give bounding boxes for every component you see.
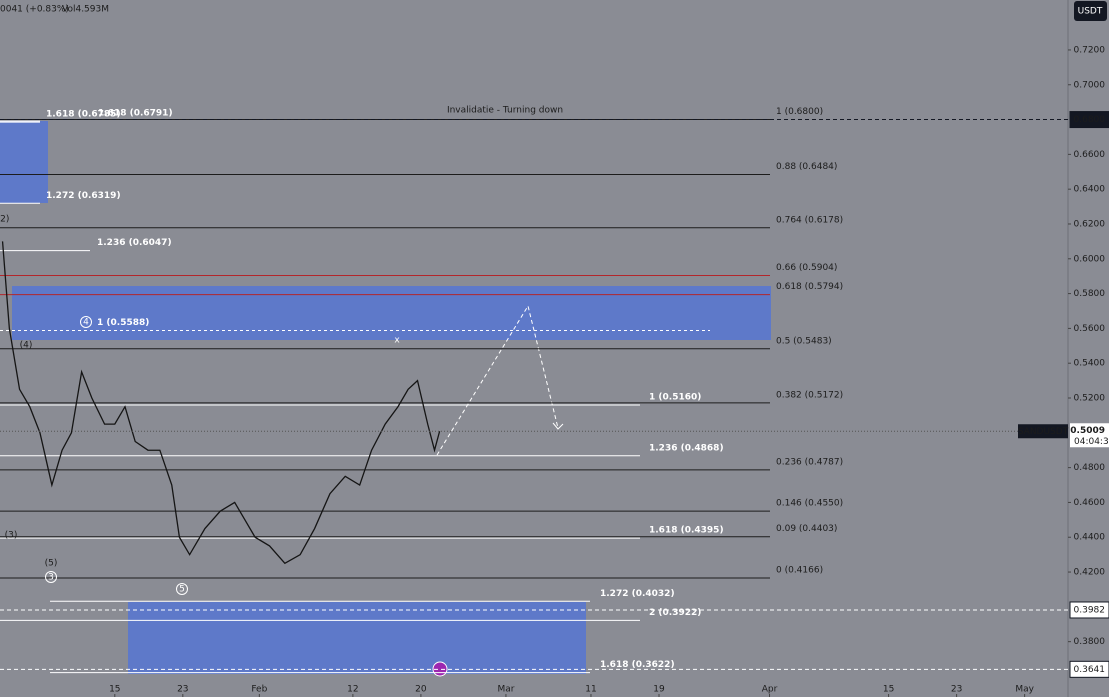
fib-label: 1.618 (0.6791) xyxy=(98,109,173,119)
x-tick-label: 23 xyxy=(951,685,962,695)
x-tick-label: May xyxy=(1015,685,1034,695)
x-tick-label: 15 xyxy=(109,685,120,695)
fib-label: 1.272 (0.4032) xyxy=(600,589,675,599)
fib-label: 2 (0.3922) xyxy=(649,608,701,618)
wave-label: (4) xyxy=(20,341,33,351)
currency[interactable]: USDT xyxy=(1078,7,1103,17)
wave-circle xyxy=(176,583,188,595)
zone-box xyxy=(0,121,48,203)
y-tick-label: 0.7200 xyxy=(1074,45,1106,55)
fib-label: 1 (0.6800) xyxy=(776,107,823,117)
x-tick-label: 19 xyxy=(653,685,665,695)
x-tick-label: Mar xyxy=(497,685,514,695)
x-tick-label: 15 xyxy=(883,685,894,695)
y-tick-label: 0.4400 xyxy=(1074,533,1106,543)
fib-label: 1 (0.5588) xyxy=(97,318,149,328)
wave-label: (2) xyxy=(0,215,9,225)
annotation: Invalidatie - Turning down xyxy=(447,106,563,116)
price-tag xyxy=(1069,660,1109,678)
price-tag xyxy=(1069,111,1109,129)
fib-label: 1.236 (0.6047) xyxy=(97,238,172,248)
zone-box xyxy=(128,602,586,674)
wave-label: (5) xyxy=(45,559,58,569)
wave-circle xyxy=(45,571,57,583)
fib-label: 1 (0.5160) xyxy=(649,392,701,402)
price-tag-label: 0.3641 xyxy=(1074,665,1106,675)
fib-label: 0.236 (0.4787) xyxy=(776,457,843,467)
y-tick-label: 0.6000 xyxy=(1074,254,1106,264)
price-tag xyxy=(1069,601,1109,619)
fib-label: 0.146 (0.4550) xyxy=(776,499,843,509)
fib-label: 1.236 (0.4868) xyxy=(649,443,724,453)
y-tick-label: 0.5800 xyxy=(1074,289,1106,299)
y-tick-label: 0.4200 xyxy=(1074,568,1106,578)
arrow-head xyxy=(552,422,564,430)
x-tick-label: Feb xyxy=(251,685,267,695)
fib-label: 1.618 (0.4395) xyxy=(649,526,724,536)
y-tick-label: 0.4600 xyxy=(1074,498,1106,508)
marker: x xyxy=(394,336,400,346)
fib-label: 0.66 (0.5904) xyxy=(776,263,837,273)
price-tag-label: 0.3982 xyxy=(1074,605,1106,615)
fib-label: 0.382 (0.5172) xyxy=(776,390,843,400)
fib-label: 0.88 (0.6484) xyxy=(776,162,837,172)
header-quote: 0041 (+0.83%) xyxy=(0,5,69,15)
symbol-tag xyxy=(1018,424,1068,439)
fib-label: 1.618 (0.3622) xyxy=(600,660,675,670)
y-tick-label: 0.5200 xyxy=(1074,394,1106,404)
fib-label: 0.618 (0.5794) xyxy=(776,282,843,292)
fib-label: 1.618 (0.6785) xyxy=(46,110,121,120)
last-price-label: 0.5009 xyxy=(1070,426,1105,436)
y-tick-label: 0.4800 xyxy=(1074,463,1106,473)
y-tick-label: 0.6600 xyxy=(1074,150,1106,160)
y-tick-label: 0.6200 xyxy=(1074,219,1106,229)
fib-label: 0.5 (0.5483) xyxy=(776,336,832,346)
countdown: 04:04:3 xyxy=(1074,437,1109,447)
x-tick-label: 12 xyxy=(347,685,358,695)
wave-label: (3) xyxy=(5,531,18,541)
y-tick-label: 0.5600 xyxy=(1074,324,1106,334)
wave-label: 4 xyxy=(83,318,89,328)
y-tick-label: 0.7000 xyxy=(1074,80,1106,90)
price-line-series xyxy=(1,241,441,565)
x-tick-label: 20 xyxy=(415,685,427,695)
currency-box[interactable] xyxy=(1074,1,1107,21)
fib-label: 0 (0.4166) xyxy=(776,565,823,575)
x-tick-label: 23 xyxy=(177,685,188,695)
zone-box xyxy=(12,286,771,340)
fib-label: 1.272 (0.6319) xyxy=(46,191,121,201)
fib-label: 0.764 (0.6178) xyxy=(776,215,843,225)
fib-label: 0.09 (0.4403) xyxy=(776,524,837,534)
header-volume: Vol4.593M xyxy=(62,5,109,15)
y-tick-label: 0.3800 xyxy=(1074,637,1106,647)
y-tick-label: 0.6400 xyxy=(1074,185,1106,195)
x-tick-label: 11 xyxy=(585,685,596,695)
price-tag-label: 0.6800 xyxy=(1074,115,1106,125)
last-price-tag xyxy=(1070,423,1109,448)
wave-circle xyxy=(80,316,92,328)
y-tick-label: 0.5400 xyxy=(1074,359,1106,369)
wave-label: 5 xyxy=(179,585,185,595)
symbol-label: SANDUSDT xyxy=(1018,427,1069,437)
x-tick-label: Apr xyxy=(762,685,778,695)
wave-label: 3 xyxy=(48,573,54,583)
